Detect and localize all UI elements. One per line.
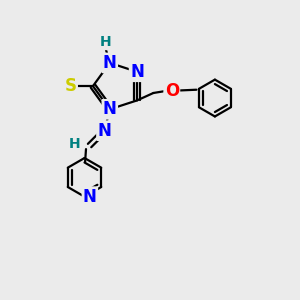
Text: N: N: [98, 122, 111, 140]
Text: H: H: [69, 137, 80, 151]
Text: H: H: [100, 35, 111, 49]
Text: N: N: [130, 63, 144, 81]
Text: S: S: [64, 77, 76, 95]
Text: O: O: [165, 82, 179, 100]
Text: N: N: [103, 100, 117, 118]
Text: N: N: [83, 188, 97, 206]
Text: N: N: [103, 54, 117, 72]
